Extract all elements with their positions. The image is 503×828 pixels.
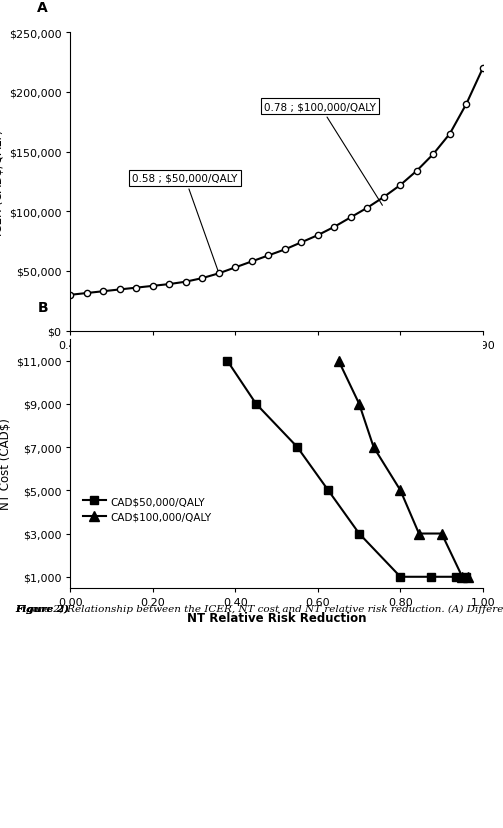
CAD$50,000/QALY bbox=[356, 529, 362, 539]
Text: Figure 2) Relationship between the ICER, NT cost and NT relative risk reduction.: Figure 2) Relationship between the ICER,… bbox=[15, 604, 503, 614]
CAD$100,000/QALY bbox=[397, 486, 403, 496]
Text: Figure 2): Figure 2) bbox=[15, 604, 69, 614]
CAD$50,000/QALY bbox=[224, 356, 230, 366]
CAD$100,000/QALY bbox=[465, 572, 471, 582]
Y-axis label: ICER (CAD$/QALY): ICER (CAD$/QALY) bbox=[0, 129, 5, 235]
Legend: CAD$50,000/QALY, CAD$100,000/QALY: CAD$50,000/QALY, CAD$100,000/QALY bbox=[78, 493, 215, 526]
CAD$100,000/QALY bbox=[336, 356, 342, 366]
CAD$100,000/QALY bbox=[356, 399, 362, 409]
CAD$50,000/QALY bbox=[294, 442, 300, 452]
CAD$50,000/QALY bbox=[397, 572, 403, 582]
CAD$50,000/QALY bbox=[253, 399, 259, 409]
Line: CAD$50,000/QALY: CAD$50,000/QALY bbox=[223, 357, 470, 581]
CAD$50,000/QALY bbox=[428, 572, 434, 582]
X-axis label: NT Relative Risk Reduction: NT Relative Risk Reduction bbox=[187, 611, 366, 624]
CAD$50,000/QALY bbox=[325, 486, 331, 496]
Text: Figure 2): Figure 2) bbox=[15, 604, 69, 614]
CAD$100,000/QALY bbox=[459, 572, 465, 582]
Text: A: A bbox=[37, 2, 48, 15]
CAD$100,000/QALY bbox=[371, 442, 377, 452]
CAD$50,000/QALY bbox=[463, 572, 469, 582]
CAD$50,000/QALY bbox=[453, 572, 459, 582]
CAD$100,000/QALY bbox=[439, 529, 445, 539]
Y-axis label: NT Cost (CAD$): NT Cost (CAD$) bbox=[0, 418, 12, 509]
Text: 0.58 ; $50,000/QALY: 0.58 ; $50,000/QALY bbox=[132, 174, 237, 272]
X-axis label: NT Relative Risk Reduction: NT Relative Risk Reduction bbox=[187, 354, 366, 368]
Text: 0.78 ; $100,000/QALY: 0.78 ; $100,000/QALY bbox=[264, 102, 382, 206]
CAD$100,000/QALY bbox=[416, 529, 422, 539]
Line: CAD$100,000/QALY: CAD$100,000/QALY bbox=[334, 357, 473, 581]
Text: B: B bbox=[37, 301, 48, 315]
